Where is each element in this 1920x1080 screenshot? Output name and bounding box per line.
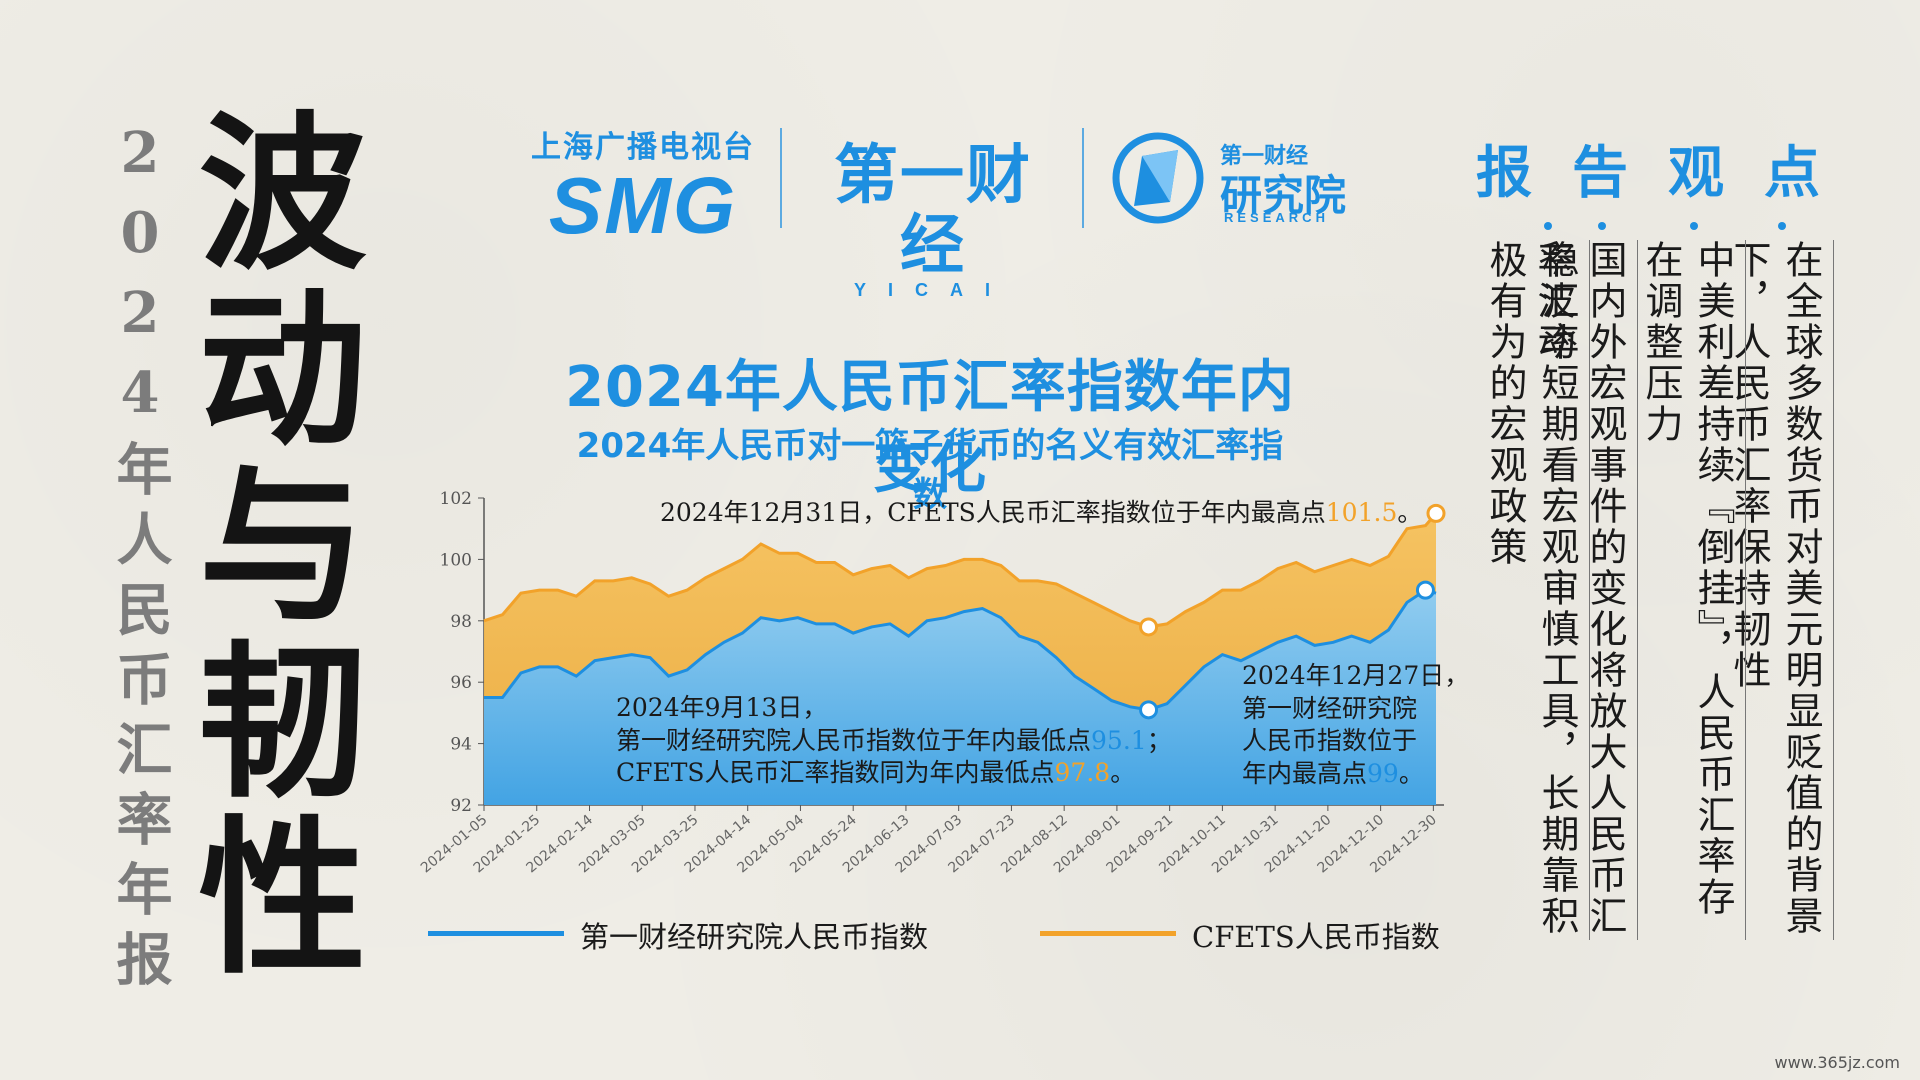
data-point-marker	[1415, 580, 1435, 600]
annotation-line: CFETS人民币汇率指数同为年内最低点97.8。	[616, 757, 1172, 790]
annotation-low: 2024年9月13日， 第一财经研究院人民币指数位于年内最低点95.1； CFE…	[616, 692, 1172, 790]
legend-swatch-yicai	[428, 931, 564, 936]
report-heading-char: 点	[1764, 141, 1820, 206]
smg-logo-en: SMG	[548, 161, 738, 250]
smg-logo-cn: 上海广播电视台	[531, 131, 755, 164]
annotation-text: 。	[1398, 758, 1424, 788]
annotation-value: 95.1	[1091, 725, 1147, 755]
annotation-text: 。	[1110, 758, 1136, 787]
report-heading-char: 告	[1572, 141, 1628, 206]
y-tick-label: 96	[450, 673, 472, 693]
annotation-text: 第一财经研究院人民币指数位于年内最低点	[616, 725, 1092, 755]
annotation-value: 97.8	[1054, 758, 1111, 787]
chart-markers	[1139, 503, 1446, 720]
annotation-line: 第一财经研究院	[1242, 693, 1418, 723]
smg-logo: 上海广播电视台 SMG	[528, 122, 758, 246]
bullet-dot	[1690, 222, 1698, 230]
annotation-text: ；	[1146, 725, 1172, 755]
data-point-marker	[1139, 617, 1159, 637]
annotation-text: 年内最高点	[1242, 758, 1368, 788]
y-tick-label: 94	[450, 735, 472, 755]
annotation-text: 。	[1397, 498, 1423, 527]
research-logo-top: 第一财经	[1220, 143, 1309, 168]
report-point-4: 稳汇率短期看宏观审慎工具，长期靠积极有为的宏观政策	[1480, 240, 1590, 940]
report-point-2: 中美利差持续『倒挂』，人民币汇率存在调整压力	[1634, 240, 1746, 940]
annotation-line: 2024年12月27日，	[1242, 661, 1470, 690]
data-point-marker	[1426, 503, 1446, 523]
yicai-logo-en: YICAI	[853, 280, 1012, 300]
report-subtitle-vertical: 2024年人民币汇率年报	[107, 120, 173, 1000]
yicai-logo-cn: 第一财经	[834, 139, 1032, 281]
logo-divider	[780, 128, 782, 228]
cfets-line	[483, 512, 1438, 629]
research-logo-en: RESEARCH	[1224, 210, 1329, 225]
report-heading: 报 告 观 点	[1476, 128, 1820, 209]
bullet-dot	[1598, 222, 1606, 230]
y-tick-label: 92	[450, 796, 472, 816]
logo-divider	[1082, 128, 1084, 228]
annotation-text: 2024年12月31日，CFETS人民币汇率指数位于年内最高点	[660, 498, 1326, 527]
report-point-3: 国内外宏观事件的变化将放大人民币汇率波动	[1531, 240, 1638, 940]
y-tick-label: 100	[440, 550, 472, 570]
annotation-line: 第一财经研究院人民币指数位于年内最低点95.1；	[616, 725, 1172, 758]
annotation-value: 101.5	[1325, 498, 1398, 527]
yicai-research-logo: 第一财经 研究院 RESEARCH	[1112, 128, 1352, 228]
legend-swatch-cfets	[1040, 931, 1176, 936]
annotation-value: 99	[1367, 758, 1399, 788]
legend-label-yicai: 第一财经研究院人民币指数	[580, 920, 929, 954]
annotation-line: 人民币指数位于	[1242, 726, 1418, 755]
bullet-dot	[1778, 222, 1786, 230]
y-tick-label: 98	[450, 612, 472, 632]
research-logo-cn: 研究院	[1220, 172, 1347, 219]
research-emblem-icon	[1112, 132, 1204, 224]
report-point-1: 在全球多数货币对美元明显贬值的背景下，人民币汇率保持韧性	[1722, 240, 1834, 940]
legend-label-cfets: CFETS人民币指数	[1192, 920, 1440, 954]
chart-title: 2024年人民币汇率指数年内变化	[565, 355, 1295, 501]
annotation-cfets-high: 2024年12月31日，CFETS人民币汇率指数位于年内最高点101.5。	[660, 497, 1422, 530]
y-tick-label: 102	[440, 489, 472, 509]
report-heading-char: 观	[1668, 141, 1724, 206]
annotation-line: 年内最高点99。	[1242, 758, 1469, 791]
watermark: www.365jz.com	[1774, 1053, 1900, 1072]
chart-subtitle: 2024年人民币对一篮子货币的名义有效汇率指数	[576, 426, 1284, 515]
annotation-yicai-high: 2024年12月27日， 第一财经研究院 人民币指数位于 年内最高点99。	[1242, 660, 1469, 790]
annotation-text: CFETS人民币汇率指数同为年内最低点	[616, 758, 1055, 787]
data-point-marker	[1139, 700, 1159, 720]
bullet-dot	[1544, 222, 1552, 230]
yicai-logo: 第一财经 YICAI	[808, 140, 1058, 301]
main-title-vertical: 波动与韧性	[170, 105, 368, 985]
annotation-line: 2024年9月13日，	[616, 693, 828, 722]
yicai-line	[484, 588, 1437, 712]
report-heading-char: 报	[1476, 141, 1532, 206]
